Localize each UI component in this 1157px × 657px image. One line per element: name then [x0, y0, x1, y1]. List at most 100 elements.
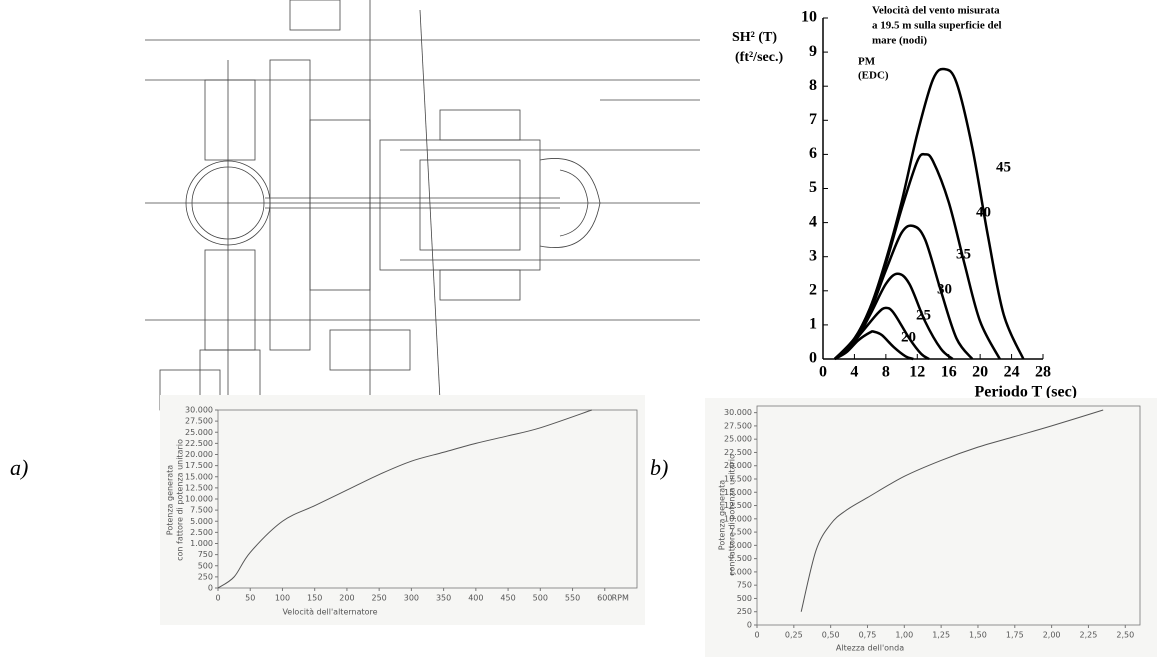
- y-tick-label: 17.500: [724, 475, 752, 484]
- y-tick-label: 12.500: [724, 501, 752, 510]
- y-tick-label: 3: [809, 247, 817, 264]
- plot-frame: [756, 405, 1141, 626]
- y-tick-label: 7: [809, 111, 817, 128]
- y-tick-label: 500: [737, 594, 752, 603]
- x-tick-label: 150: [307, 594, 322, 603]
- x-tick-label: 100: [275, 594, 290, 603]
- y-tick-label: 12.500: [185, 483, 213, 492]
- x-tick-label: 12: [909, 364, 925, 381]
- x-tick-label: 28: [1035, 364, 1051, 381]
- x-axis-label: Altezza dell'onda: [836, 644, 904, 653]
- y-tick-label: 2: [809, 281, 817, 298]
- y-tick-label: 250: [198, 572, 213, 581]
- x-tick-label: 2,25: [1080, 631, 1098, 640]
- x-axis-label: Velocità dell'alternatore: [282, 608, 377, 617]
- x-tick-label: 16: [941, 364, 957, 381]
- y-axis-label: con fattore di potenza unitario: [728, 454, 737, 576]
- mechanical-drawing: [145, 0, 700, 411]
- y-tick-label: 0: [809, 350, 817, 367]
- y-tick-label: 9: [809, 43, 817, 60]
- line: [834, 330, 914, 361]
- x-tick-label: 200: [339, 594, 354, 603]
- x-tick-label: 2,00: [1043, 631, 1061, 640]
- y-tick-label: 15.000: [185, 472, 213, 481]
- line: [800, 409, 1104, 612]
- y-tick-label: 17.500: [185, 461, 213, 470]
- x-tick-label: 600: [597, 594, 612, 603]
- x-tick-label: 24: [1004, 364, 1020, 381]
- y-tick-label: 25.000: [185, 428, 213, 437]
- panel-label: a): [10, 455, 28, 480]
- y-tick-label: 27.500: [724, 421, 752, 430]
- panel-background: [705, 398, 1157, 657]
- series-label: 45: [996, 159, 1011, 175]
- x-tick-label: 0: [819, 364, 827, 381]
- panel-label: b): [650, 455, 668, 480]
- y-axis-label: SH² (T): [732, 30, 777, 45]
- y-tick-label: 27.500: [185, 417, 213, 426]
- x-tick-label: 20: [972, 364, 988, 381]
- y-tick-label: 10: [801, 9, 817, 26]
- y-tick-label: 7.500: [729, 528, 752, 537]
- x-tick-label: 550: [565, 594, 580, 603]
- y-tick-label: 250: [737, 607, 752, 616]
- y-tick-label: 0: [747, 621, 752, 630]
- y-tick-label: 750: [198, 550, 213, 559]
- x-tick-label: 0,75: [859, 631, 877, 640]
- y-tick-label: 15.000: [724, 488, 752, 497]
- panel-background: [160, 395, 645, 625]
- x-tick-label: 0: [215, 594, 220, 603]
- x-tick-label: 1,25: [932, 631, 950, 640]
- y-axis-label: (ft²/sec.): [735, 50, 783, 65]
- annotation: PM: [858, 56, 876, 68]
- y-tick-label: 20.000: [185, 450, 213, 459]
- y-tick-label: 30.000: [185, 406, 213, 415]
- x-tick-label: 450: [500, 594, 515, 603]
- x-tick-label: 50: [245, 594, 255, 603]
- x-tick-label: 400: [468, 594, 483, 603]
- line: [833, 67, 1025, 360]
- y-tick-label: 2.500: [729, 554, 752, 563]
- y-axis-label: Potenza generata: [718, 480, 727, 551]
- x-tick-label: 8: [882, 364, 890, 381]
- y-tick-label: 20.000: [724, 461, 752, 470]
- x-tick-label: 300: [404, 594, 419, 603]
- x-tick-label: 1,00: [895, 631, 913, 640]
- y-axis-label: con fattore di potenza unitario: [176, 439, 185, 561]
- line: [217, 409, 593, 589]
- y-axis-label: Potenza generata: [166, 465, 175, 536]
- y-tick-label: 22.500: [724, 448, 752, 457]
- y-tick-label: 2.500: [190, 528, 213, 537]
- x-axis-label: Periodo T (sec): [975, 384, 1078, 401]
- y-tick-label: 4: [809, 213, 817, 230]
- x-tick-label: 4: [850, 364, 858, 381]
- y-tick-label: 22.500: [185, 439, 213, 448]
- x-tick-label: 0,25: [785, 631, 803, 640]
- x-tick-label: 1,75: [1006, 631, 1024, 640]
- annotation: Velocità del vento misurata: [872, 5, 1000, 17]
- y-tick-label: 10.000: [724, 514, 752, 523]
- series-label: 35: [956, 246, 971, 262]
- x-tick-label: 350: [436, 594, 451, 603]
- line: [833, 272, 954, 360]
- y-tick-label: 10.000: [185, 495, 213, 504]
- x-tick-label: 250: [372, 594, 387, 603]
- x-tick-label: 0,50: [822, 631, 840, 640]
- y-tick-label: 25.000: [724, 435, 752, 444]
- y-tick-label: 750: [737, 581, 752, 590]
- x-tick-label: 2,50: [1116, 631, 1134, 640]
- y-tick-label: 1.000: [729, 567, 752, 576]
- y-tick-label: 1: [809, 316, 817, 333]
- y-tick-label: 5: [809, 179, 817, 196]
- y-tick-label: 1.000: [190, 539, 213, 548]
- x-tick-label: 1,50: [969, 631, 987, 640]
- x-unit-label: RPM: [612, 594, 629, 603]
- y-tick-label: 7.500: [190, 506, 213, 515]
- chart: 02505007501.0002.5005.0007.50010.00012.5…: [160, 395, 645, 625]
- annotation: (EDC): [858, 70, 889, 82]
- annotation: a 19.5 m sulla superficie del: [872, 20, 1002, 32]
- x-tick-label: 0: [754, 631, 759, 640]
- y-tick-label: 5.000: [190, 517, 213, 526]
